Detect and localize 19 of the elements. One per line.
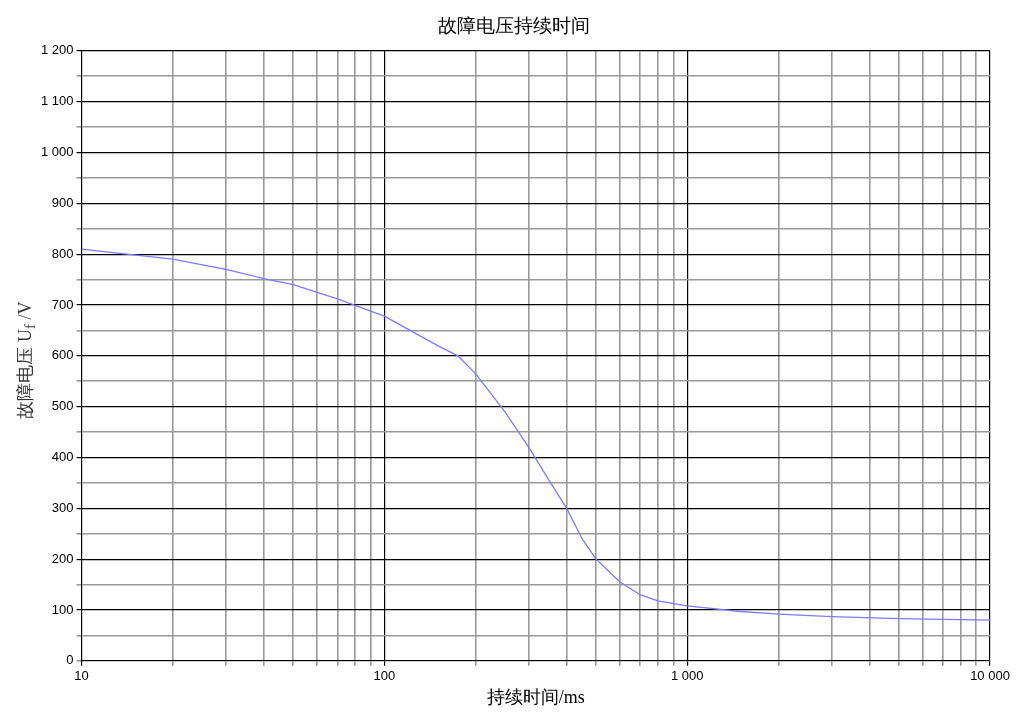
y-tick-label: 900 (51, 194, 74, 210)
y-tick-label: 1 200 (40, 42, 74, 58)
x-tick-label: 100 (373, 668, 396, 684)
x-tick-label: 10 (74, 668, 89, 684)
x-axis-title: 持续时间/ms (486, 686, 585, 707)
chart-title: 故障电压持续时间 (438, 15, 590, 37)
x-tick-label: 10 000 (970, 668, 1010, 684)
y-tick-label: 200 (51, 550, 74, 566)
x-tick-label: 1 000 (670, 668, 704, 684)
y-tick-label: 0 (66, 652, 74, 668)
y-tick-label: 300 (51, 499, 74, 515)
y-tick-label: 400 (51, 449, 74, 465)
y-tick-label: 1 000 (40, 144, 74, 160)
y-tick-label: 1 100 (40, 93, 74, 109)
y-tick-label: 600 (51, 347, 74, 363)
y-tick-label: 700 (51, 296, 74, 312)
y-tick-label: 800 (51, 245, 74, 261)
y-tick-label: 500 (51, 398, 74, 414)
y-tick-label: 100 (51, 601, 74, 617)
